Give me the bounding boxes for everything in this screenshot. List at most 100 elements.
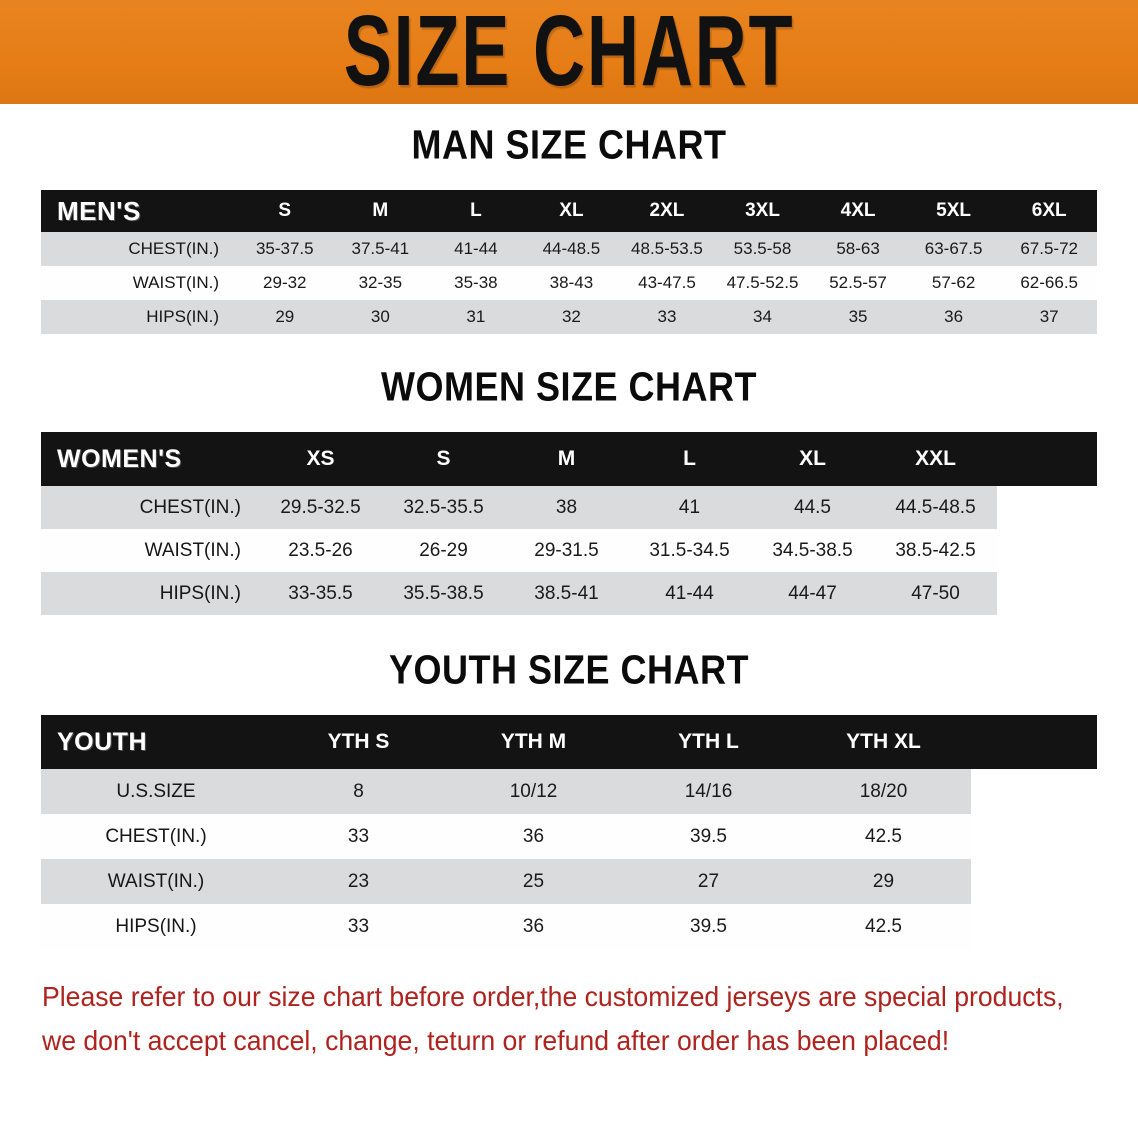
youth-size-section: YOUTH SIZE CHART YOUTH YTH S YTH M YTH L… [0,646,1138,949]
youth-cell-1-1: 36 [446,814,621,859]
youth-size-col-3: YTH XL [846,730,921,753]
women-cell-0-1: 32.5-35.5 [382,486,505,529]
man-size-col-6: 4XL [840,200,876,221]
youth-cell-0-1: 10/12 [446,769,621,814]
man-cell-2-2: 31 [428,300,524,334]
table-row: WAIST(IN.) 23.5-26 26-29 29-31.5 31.5-34… [41,529,1097,572]
youth-cell-3-3: 42.5 [796,904,971,949]
women-cell-2-2: 38.5-41 [505,572,628,615]
man-header-row: MEN'S S M L XL 2XL 3XL 4XL 5XL 6XL [41,190,1097,232]
youth-size-col-1: YTH M [500,730,567,753]
man-size-col-3: XL [559,200,584,221]
man-size-col-4: 2XL [649,200,685,221]
youth-cell-spacer [971,814,1097,859]
man-table-body: CHEST(IN.) 35-37.5 37.5-41 41-44 44-48.5… [41,232,1097,334]
youth-cell-2-1: 25 [446,859,621,904]
man-cell-2-0: 29 [237,300,333,334]
man-size-col-2: L [470,200,482,221]
man-cell-1-3: 38-43 [523,266,620,300]
women-cell-0-5: 44.5-48.5 [874,486,997,529]
women-cell-0-4: 44.5 [751,486,874,529]
man-table-head: MEN'S S M L XL 2XL 3XL 4XL 5XL 6XL [41,190,1097,232]
man-size-col-8: 6XL [1031,200,1067,221]
man-cell-2-3: 32 [523,300,620,334]
disclaimer-text: Please refer to our size chart before or… [42,975,1064,1063]
women-size-col-1: S [436,447,451,470]
man-cell-0-0: 35-37.5 [237,232,333,266]
man-cell-0-1: 37.5-41 [332,232,429,266]
youth-row-label-3: HIPS(IN.) [41,904,271,949]
women-size-table: WOMEN'S XS S M L XL XXL CHEST(IN.) 29.5-… [41,432,1097,615]
man-cell-2-4: 33 [619,300,715,334]
women-row-label-2: HIPS(IN.) [41,572,259,615]
man-cell-2-7: 36 [905,300,1002,334]
man-cell-0-6: 58-63 [810,232,906,266]
man-cell-1-0: 29-32 [237,266,333,300]
man-cell-1-5: 47.5-52.5 [714,266,811,300]
women-cell-1-4: 34.5-38.5 [751,529,874,572]
women-cell-0-0: 29.5-32.5 [259,486,382,529]
man-cell-0-2: 41-44 [428,232,524,266]
man-cell-0-8: 67.5-72 [1001,232,1097,266]
women-cell-0-3: 41 [628,486,751,529]
youth-corner-label: YOUTH [57,727,147,756]
youth-cell-3-1: 36 [446,904,621,949]
youth-cell-spacer [971,769,1097,814]
youth-row-label-1: CHEST(IN.) [41,814,271,859]
youth-table-body: U.S.SIZE 8 10/12 14/16 18/20 CHEST(IN.) … [41,769,1097,949]
man-section-title: MAN SIZE CHART [411,121,727,168]
women-corner-label: WOMEN'S [57,444,182,473]
youth-cell-2-2: 27 [621,859,796,904]
page-banner: SIZE CHART [0,0,1138,104]
man-cell-1-1: 32-35 [332,266,429,300]
women-size-col-5: XXL [915,447,956,470]
youth-section-title: YOUTH SIZE CHART [388,646,749,693]
women-cell-2-1: 35.5-38.5 [382,572,505,615]
youth-row-label-0: U.S.SIZE [41,769,271,814]
youth-size-table: YOUTH YTH S YTH M YTH L YTH XL U.S.SIZE … [41,715,1097,949]
man-cell-1-7: 57-62 [905,266,1002,300]
man-cell-2-1: 30 [332,300,429,334]
youth-header-row: YOUTH YTH S YTH M YTH L YTH XL [41,715,1097,769]
women-cell-2-5: 47-50 [874,572,997,615]
youth-cell-2-3: 29 [796,859,971,904]
women-size-section: WOMEN SIZE CHART WOMEN'S XS S M L XL XXL… [0,365,1138,615]
table-row: HIPS(IN.) 33-35.5 35.5-38.5 38.5-41 41-4… [41,572,1097,615]
women-header-spacer [997,432,1097,486]
youth-cell-3-2: 39.5 [621,904,796,949]
man-size-col-1: M [372,200,389,221]
women-cell-1-0: 23.5-26 [259,529,382,572]
women-size-col-0: XS [306,447,335,470]
youth-cell-0-3: 18/20 [796,769,971,814]
women-cell-2-0: 33-35.5 [259,572,382,615]
women-cell-0-2: 38 [505,486,628,529]
women-cell-spacer [997,572,1097,615]
youth-cell-0-0: 8 [271,769,446,814]
women-cell-spacer [997,529,1097,572]
table-row: CHEST(IN.) 33 36 39.5 42.5 [41,814,1097,859]
youth-table-head: YOUTH YTH S YTH M YTH L YTH XL [41,715,1097,769]
table-row: HIPS(IN.) 29 30 31 32 33 34 35 36 37 [41,300,1097,334]
man-cell-0-7: 63-67.5 [905,232,1002,266]
women-row-label-0: CHEST(IN.) [41,486,259,529]
disclaimer-line-1: Please refer to our size chart before or… [42,981,1064,1012]
women-header-row: WOMEN'S XS S M L XL XXL [41,432,1097,486]
man-cell-1-2: 35-38 [428,266,524,300]
youth-size-col-2: YTH L [678,730,739,753]
youth-row-label-2: WAIST(IN.) [41,859,271,904]
man-cell-1-4: 43-47.5 [619,266,715,300]
man-cell-2-6: 35 [810,300,906,334]
disclaimer-line-2: we don't accept cancel, change, teturn o… [42,1025,950,1056]
women-cell-1-3: 31.5-34.5 [628,529,751,572]
man-size-table: MEN'S S M L XL 2XL 3XL 4XL 5XL 6XL CHEST… [41,190,1097,334]
man-size-col-5: 3XL [745,200,780,221]
table-row: CHEST(IN.) 29.5-32.5 32.5-35.5 38 41 44.… [41,486,1097,529]
women-cell-1-5: 38.5-42.5 [874,529,997,572]
women-table-head: WOMEN'S XS S M L XL XXL [41,432,1097,486]
table-row: WAIST(IN.) 23 25 27 29 [41,859,1097,904]
man-cell-0-4: 48.5-53.5 [619,232,715,266]
man-cell-1-8: 62-66.5 [1001,266,1097,300]
table-row: U.S.SIZE 8 10/12 14/16 18/20 [41,769,1097,814]
youth-cell-1-0: 33 [271,814,446,859]
man-row-label-1: WAIST(IN.) [41,266,237,300]
